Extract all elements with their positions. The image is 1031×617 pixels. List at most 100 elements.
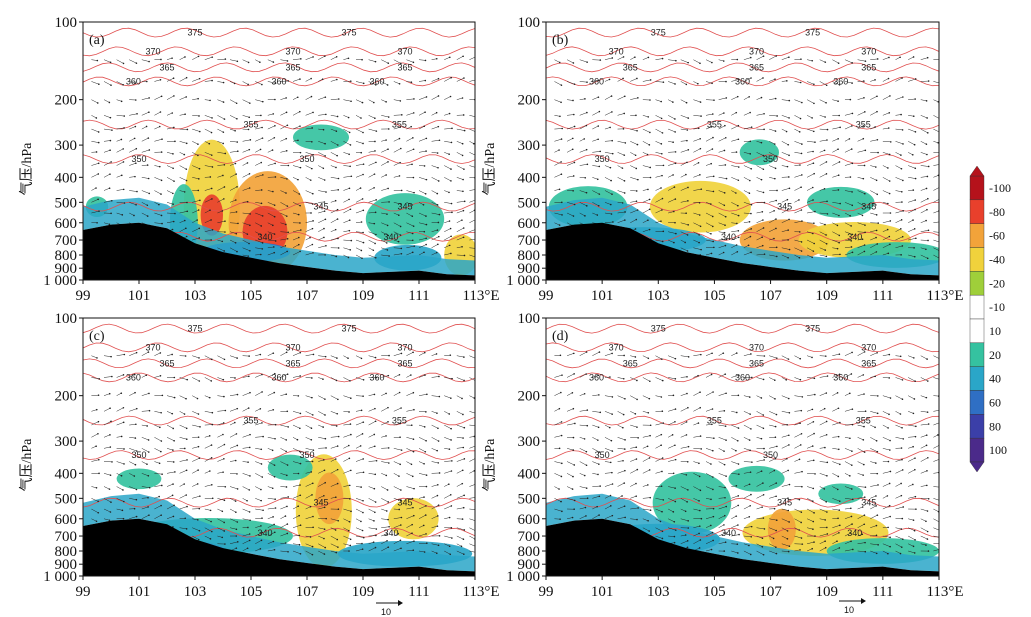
wind-vector bbox=[393, 222, 401, 227]
wind-vector-head bbox=[398, 137, 401, 140]
wind-vector-head bbox=[623, 154, 626, 156]
wind-vector-head bbox=[325, 517, 327, 520]
wind-vector-head bbox=[325, 447, 327, 449]
wind-vector-head bbox=[812, 487, 815, 490]
wind-vector bbox=[655, 187, 662, 191]
wind-vector bbox=[705, 516, 714, 520]
y-tick-label: 700 bbox=[55, 233, 78, 249]
wind-vector bbox=[292, 411, 301, 414]
wind-vector-head bbox=[96, 221, 98, 224]
wind-vector bbox=[318, 482, 326, 487]
wind-vector-head bbox=[462, 506, 465, 509]
wind-vector bbox=[116, 436, 122, 438]
wind-vector bbox=[844, 516, 852, 519]
wind-vector-head bbox=[876, 243, 879, 245]
wind-vector bbox=[731, 437, 738, 442]
wind-vector bbox=[444, 57, 450, 60]
wind-vector-head bbox=[634, 413, 637, 415]
wind-vector-head bbox=[233, 421, 236, 424]
wind-vector-head bbox=[463, 553, 465, 555]
wind-vector bbox=[343, 219, 350, 223]
wind-vector-head bbox=[109, 173, 111, 175]
wind-vector bbox=[192, 527, 200, 531]
wind-vector-head bbox=[561, 374, 563, 376]
wind-vector bbox=[91, 163, 99, 166]
wind-vector-head bbox=[586, 81, 588, 83]
wind-vector bbox=[330, 200, 336, 203]
wind-vector bbox=[418, 533, 427, 537]
wind-vector-head bbox=[647, 56, 650, 59]
wind-vector bbox=[355, 210, 364, 214]
wind-vector-head bbox=[324, 481, 326, 484]
wind-vector bbox=[844, 473, 850, 477]
wind-vector bbox=[418, 190, 426, 195]
wind-vector-head bbox=[686, 392, 688, 395]
wind-vector-head bbox=[876, 193, 879, 196]
wind-vector bbox=[242, 173, 250, 178]
theta-contour bbox=[546, 119, 939, 130]
wind-vector-head bbox=[297, 243, 300, 246]
wind-vector bbox=[604, 140, 613, 142]
wind-vector-head bbox=[161, 222, 163, 225]
wind-vector bbox=[655, 498, 664, 501]
wind-vector bbox=[844, 113, 853, 116]
wind-vector-head bbox=[221, 210, 224, 212]
wind-vector bbox=[381, 99, 387, 103]
wind-vector bbox=[381, 254, 390, 257]
wind-vector bbox=[832, 138, 839, 142]
wind-vector bbox=[832, 422, 840, 426]
wind-vector bbox=[305, 177, 311, 181]
wind-vector-head bbox=[285, 149, 288, 152]
wind-vector-head bbox=[236, 541, 239, 543]
wind-vector-head bbox=[412, 148, 415, 151]
wind-vector bbox=[769, 165, 776, 169]
wind-vector-head bbox=[236, 357, 238, 359]
wind-vector bbox=[292, 190, 300, 195]
wind-vector-head bbox=[786, 457, 788, 460]
wind-vector-head bbox=[299, 412, 302, 415]
wind-vector-head bbox=[634, 228, 637, 230]
wind-vector-head bbox=[158, 495, 160, 498]
wind-vector bbox=[267, 541, 274, 544]
theta-contour-label: 355 bbox=[243, 416, 258, 426]
wind-vector-head bbox=[463, 458, 466, 460]
wind-vector-head bbox=[624, 219, 626, 221]
wind-vector bbox=[781, 470, 789, 474]
wind-vector-head bbox=[786, 165, 789, 168]
wind-vector-head bbox=[786, 198, 789, 201]
wind-vector-head bbox=[374, 84, 377, 86]
wind-vector bbox=[630, 483, 637, 487]
wind-vector-head bbox=[725, 80, 727, 83]
wind-vector-head bbox=[348, 198, 350, 201]
wind-vector bbox=[267, 409, 274, 412]
wind-vector bbox=[668, 211, 674, 214]
wind-vector-head bbox=[108, 187, 111, 189]
wind-vector-head bbox=[161, 138, 163, 140]
wind-vector bbox=[431, 424, 439, 429]
wind-vector bbox=[255, 548, 261, 552]
wind-vector-head bbox=[849, 98, 852, 101]
wind-vector bbox=[794, 433, 802, 438]
wind-vector-head bbox=[914, 380, 916, 382]
wind-vector-head bbox=[273, 233, 276, 235]
wind-vector-head bbox=[597, 426, 600, 429]
wind-vector-head bbox=[584, 177, 587, 179]
wind-vector bbox=[933, 221, 939, 224]
wind-vector-head bbox=[208, 396, 211, 399]
wind-vector bbox=[857, 461, 864, 465]
wind-vector bbox=[604, 353, 613, 356]
wind-vector-head bbox=[160, 450, 162, 453]
wind-vector bbox=[857, 374, 864, 378]
wind-vector bbox=[769, 98, 776, 100]
wind-vector bbox=[705, 113, 713, 116]
wind-vector bbox=[129, 392, 136, 396]
theta-contour-label: 350 bbox=[299, 154, 314, 164]
wind-vector-head bbox=[134, 82, 137, 85]
wind-vector-head bbox=[624, 469, 626, 472]
wind-vector-head bbox=[748, 483, 751, 486]
wind-vector bbox=[91, 115, 97, 119]
wind-vector-head bbox=[925, 396, 928, 399]
wind-vector bbox=[103, 508, 111, 513]
wind-vector bbox=[141, 190, 150, 194]
wind-vector-head bbox=[926, 175, 929, 178]
